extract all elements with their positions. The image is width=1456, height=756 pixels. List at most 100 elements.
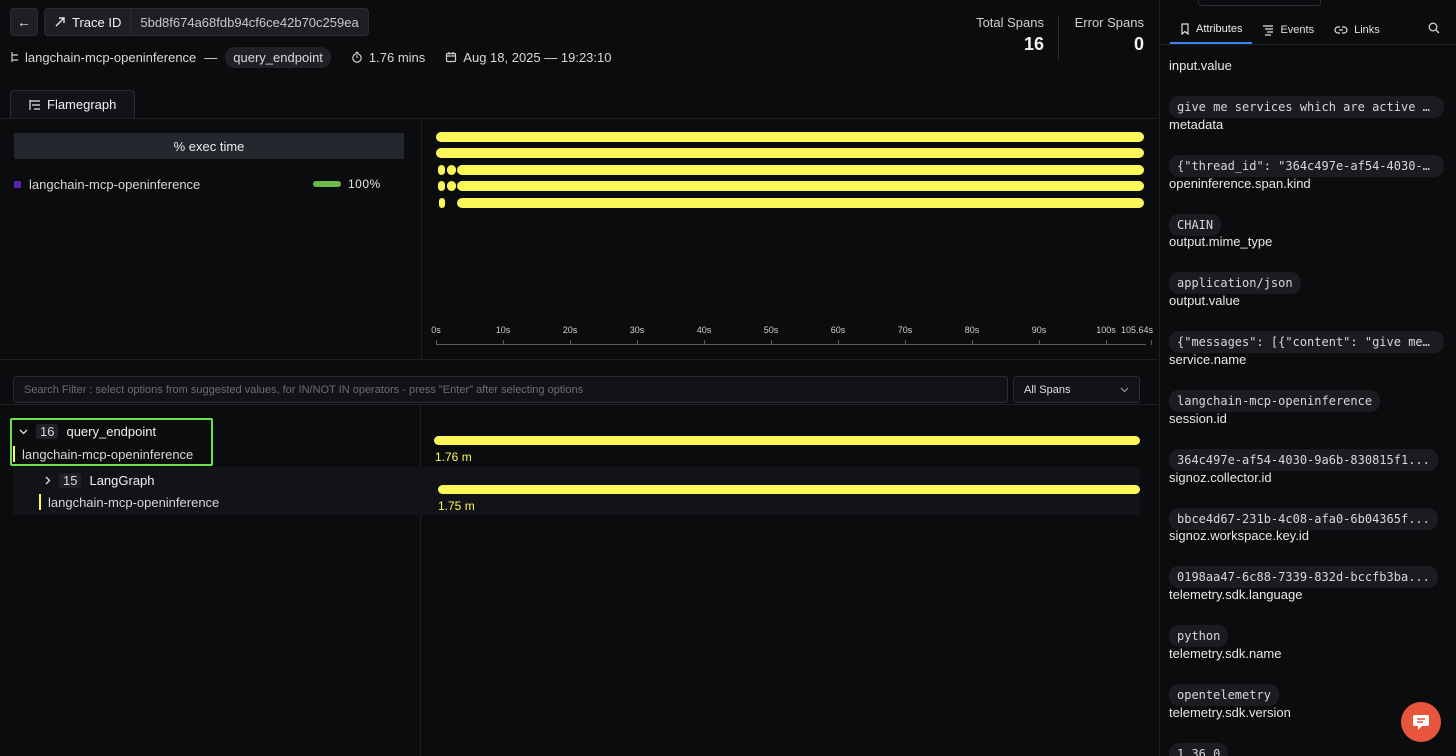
span-duration-bar[interactable] (434, 436, 1140, 445)
span-duration-label: 1.76 m (435, 450, 472, 464)
axis-tick-label: 105.64s (1120, 325, 1154, 335)
attribute-value[interactable]: langchain-mcp-openinference (1169, 390, 1381, 412)
tab-attributes[interactable]: Attributes (1170, 16, 1253, 44)
span-name: LangGraph (89, 473, 155, 488)
axis-tick (570, 340, 571, 345)
exec-percent-value: 100% (348, 177, 381, 191)
attribute-item: metadata {"thread_id": "364c497e-af54-403… (1169, 117, 1444, 180)
service-name-group: langchain-mcp-openinference (10, 50, 196, 65)
span-service-name: langchain-mcp-openinference (22, 446, 194, 462)
chevron-right-icon[interactable] (45, 476, 51, 485)
attribute-value[interactable]: 364c497e-af54-4030-9a6b-830815f1... (1169, 448, 1438, 471)
axis-tick-label: 20s (562, 325, 578, 335)
flame-bar[interactable] (457, 181, 1144, 191)
span-scope-select[interactable]: All Spans (1013, 376, 1140, 403)
timestamp-value: Aug 18, 2025 — 19:23:10 (463, 49, 612, 65)
endpoint-pill: query_endpoint (225, 46, 331, 68)
flame-bar[interactable] (457, 198, 1144, 208)
total-spans-value: 16 (1023, 34, 1044, 54)
search-icon[interactable] (1428, 22, 1440, 37)
search-filter-input[interactable] (13, 376, 1008, 403)
attribute-value[interactable]: {"thread_id": "364c497e-af54-4030-9a6b-8… (1169, 154, 1444, 177)
attribute-key: telemetry.sdk.version (1169, 704, 1291, 720)
chat-support-button[interactable] (1401, 702, 1441, 742)
attribute-key: openinference.span.kind (1169, 175, 1311, 191)
attribute-key: telemetry.sdk.name (1169, 646, 1282, 661)
chevron-down-icon[interactable] (19, 429, 28, 435)
axis-tick (905, 340, 906, 345)
trace-id-value[interactable]: 5bd8f674a68fdb94cf6ce42b70c259ea (140, 14, 359, 30)
axis-tick-label: 50s (763, 325, 779, 335)
tab-events[interactable]: Events (1252, 16, 1324, 44)
back-button[interactable]: ← (10, 8, 38, 36)
flamegraph-chart[interactable]: 0s 10s 20s 30s 40s 50s 60s 70s 80s 90s 100s 105.64s (431, 126, 1154, 356)
flamegraph-panel (0, 118, 1158, 360)
attribute-key: signoz.collector.id (1169, 469, 1272, 485)
attribute-value[interactable]: application/json (1169, 272, 1301, 295)
chat-icon (1413, 715, 1429, 730)
timer-icon (352, 51, 362, 63)
attribute-value[interactable]: 0198aa47-6c88-7339-832d-bccfb3ba... (1169, 566, 1438, 589)
trace-meta-row: langchain-mcp-openinference — query_endp… (10, 46, 611, 68)
flame-bar[interactable] (436, 132, 1144, 142)
flame-bar[interactable] (457, 165, 1144, 175)
flame-bar[interactable] (438, 165, 445, 175)
attribute-value[interactable]: bbce4d67-231b-4c08-afa0-6b04365f... (1169, 507, 1438, 530)
attribute-item: input.value give me services which are ac… (1169, 58, 1444, 121)
span-child-count: 16 (36, 424, 59, 439)
axis-tick-label: 10s (495, 325, 511, 335)
flame-bar[interactable] (436, 148, 1144, 158)
attribute-item: signoz.workspace.key.id 0198aa47-6c88-733… (1169, 528, 1438, 591)
service-tree-icon (11, 52, 18, 62)
attribute-value[interactable]: 1.36.0 (1169, 742, 1229, 756)
flame-bar[interactable] (447, 181, 456, 191)
span-scope-value: All Spans (1024, 383, 1071, 396)
span-service-name: langchain-mcp-openinference (48, 494, 220, 510)
waterfall-top-divider (0, 404, 1158, 405)
attribute-key: output.mime_type (1169, 234, 1273, 250)
time-axis-line (436, 344, 1146, 345)
attribute-item: output.mime_type application/json (1169, 234, 1301, 297)
axis-tick (1039, 340, 1040, 345)
attribute-value[interactable]: {"messages": [{"content": "give me servi… (1169, 331, 1444, 354)
sidebar-top-control[interactable] (1198, 0, 1321, 6)
attribute-value[interactable]: python (1169, 625, 1229, 648)
total-spans-label: Total Spans (976, 15, 1044, 30)
sidebar-tabs: Attributes Events Links (1170, 16, 1390, 44)
attribute-value[interactable]: give me services which are active in the… (1169, 96, 1444, 118)
service-color-swatch (14, 180, 21, 188)
error-spans-value: 0 (1133, 34, 1144, 54)
attribute-key: telemetry.sdk.language (1169, 587, 1303, 603)
trace-id-box: Trace ID 5bd8f674a68fdb94cf6ce42b70c259e… (44, 8, 369, 36)
service-color-tick (13, 446, 15, 462)
duration: 1.76 mins (351, 50, 425, 65)
attribute-value[interactable]: CHAIN (1169, 213, 1222, 236)
stats-divider (1058, 16, 1059, 60)
axis-tick-label: 60s (830, 325, 846, 335)
attribute-item: telemetry.sdk.language python (1169, 587, 1302, 650)
link-icon (1334, 26, 1348, 34)
flame-bar[interactable] (439, 198, 445, 208)
exec-time-row[interactable]: langchain-mcp-openinference 100% (14, 176, 394, 192)
axis-tick-label: 100s (1096, 325, 1116, 335)
service-name: langchain-mcp-openinference (25, 49, 197, 65)
events-icon (1263, 25, 1274, 36)
attribute-value[interactable]: opentelemetry (1169, 684, 1279, 706)
span-row-query-endpoint[interactable]: 16 query_endpoint (19, 424, 156, 439)
attribute-item: openinference.span.kind CHAIN (1169, 176, 1311, 239)
axis-tick (436, 340, 437, 345)
calendar-icon (446, 52, 457, 63)
flame-bar[interactable] (438, 181, 445, 191)
flame-bar[interactable] (447, 165, 456, 175)
attribute-item: session.id 364c497e-af54-4030-9a6b-830815… (1169, 411, 1438, 474)
span-duration-label: 1.75 m (438, 499, 475, 513)
tab-flamegraph[interactable]: Flamegraph (10, 90, 136, 118)
span-duration-bar[interactable] (438, 485, 1140, 494)
flamegraph-icon (29, 99, 40, 110)
tab-links[interactable]: Links (1324, 16, 1390, 44)
span-row-langgraph[interactable]: 15 LangGraph (45, 473, 155, 488)
attribute-key: service.name (1169, 352, 1247, 367)
axis-tick-label: 90s (1031, 325, 1047, 335)
axis-tick (503, 340, 504, 345)
